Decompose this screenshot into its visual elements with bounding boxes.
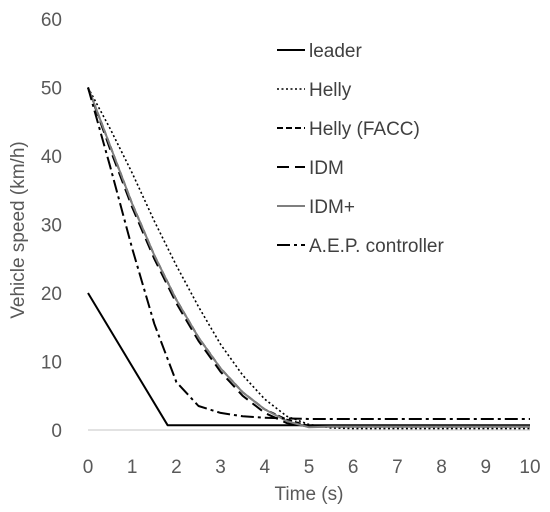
y-tick-label: 30 (41, 216, 62, 237)
legend-label: Helly (FACC) (309, 119, 420, 140)
y-tick-label: 40 (41, 147, 62, 168)
series-line-5 (87, 87, 530, 429)
x-tick-label: 7 (392, 457, 403, 478)
y-tick-label: 60 (41, 10, 62, 31)
y-tick-labels: 0 10 20 30 40 50 60 (41, 10, 62, 442)
x-tick-label: 10 (519, 457, 540, 478)
y-tick-label: 0 (51, 421, 62, 442)
legend-label: leader (309, 41, 362, 62)
legend-label: Helly (309, 80, 352, 101)
x-tick-label: 2 (171, 457, 182, 478)
y-tick-label: 20 (41, 284, 62, 305)
y-tick-label: 50 (41, 79, 62, 100)
y-tick-label: 10 (41, 353, 62, 374)
x-tick-label: 0 (83, 457, 94, 478)
x-tick-labels: 0 1 2 3 4 5 6 7 8 9 10 (83, 457, 541, 478)
series-line-1 (87, 292, 530, 427)
legend-label: IDM (309, 158, 344, 179)
y-axis-title: Vehicle speed (km/h) (8, 141, 29, 318)
series-lines (87, 87, 530, 430)
legend: leader Helly Helly (FACC) IDM IDM+ A.E.P. con… (277, 41, 445, 257)
series-line-6 (87, 87, 530, 420)
x-tick-label: 3 (215, 457, 226, 478)
x-tick-label: 5 (304, 457, 315, 478)
legend-label: IDM+ (309, 197, 355, 218)
series-line-4 (87, 87, 530, 428)
series-line-2 (87, 87, 530, 430)
x-tick-label: 1 (127, 457, 138, 478)
x-tick-label: 6 (348, 457, 359, 478)
legend-label: A.E.P. controller (309, 236, 445, 257)
x-tick-label: 9 (481, 457, 492, 478)
x-tick-label: 4 (260, 457, 271, 478)
x-tick-label: 8 (436, 457, 447, 478)
x-axis-title: Time (s) (275, 484, 344, 505)
